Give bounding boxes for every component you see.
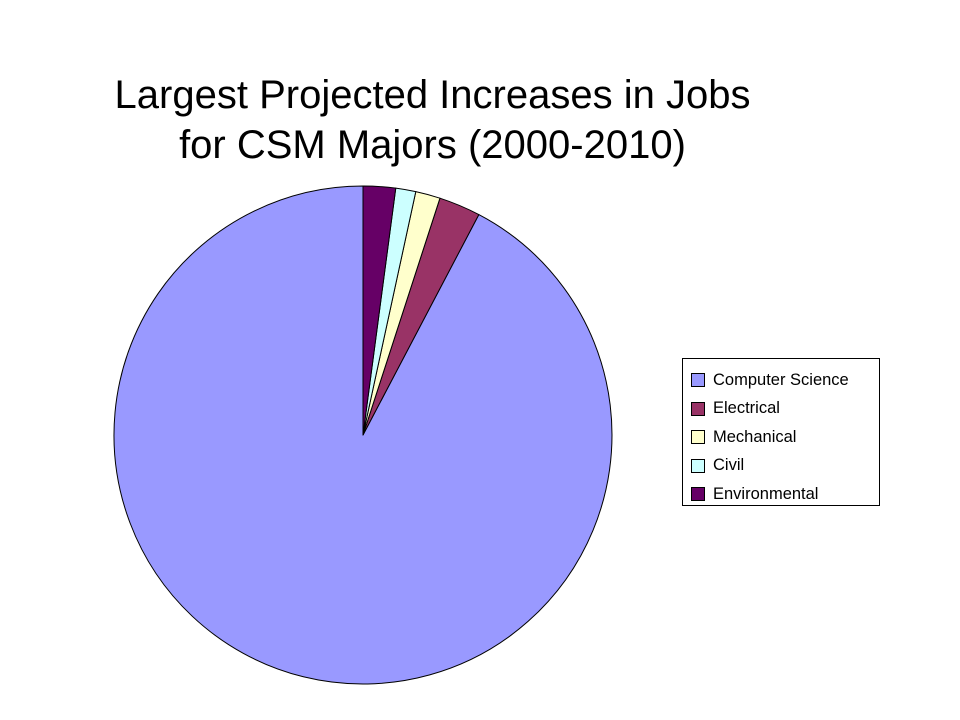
legend-item-electrical: Electrical bbox=[683, 395, 879, 424]
chart-legend: Computer Science Electrical Mechanical Civi… bbox=[682, 358, 880, 506]
legend-swatch bbox=[691, 458, 705, 473]
chart-title: Largest Projected Increases in Jobs for … bbox=[0, 70, 865, 170]
legend-item-civil: Civil bbox=[683, 452, 879, 481]
legend-label: Mechanical bbox=[713, 427, 797, 446]
pie-slice-environmental bbox=[362, 185, 397, 436]
legend-label: Computer Science bbox=[713, 370, 849, 389]
pie-slices bbox=[113, 185, 613, 685]
chart-title-line-1: Largest Projected Increases in Jobs bbox=[114, 73, 751, 117]
legend-swatch bbox=[691, 401, 705, 416]
legend-label: Electrical bbox=[713, 399, 780, 418]
legend-swatch bbox=[691, 487, 705, 502]
legend-item-environmental: Environmental bbox=[683, 480, 879, 509]
legend-item-computer-science: Computer Science bbox=[683, 366, 879, 395]
legend-label: Civil bbox=[713, 456, 745, 475]
legend-label: Environmental bbox=[713, 484, 819, 503]
legend-swatch bbox=[691, 373, 705, 388]
chart-title-line-2: for CSM Majors (2000-2010) bbox=[179, 123, 686, 167]
legend-item-mechanical: Mechanical bbox=[683, 423, 879, 452]
legend-swatch bbox=[691, 430, 705, 445]
